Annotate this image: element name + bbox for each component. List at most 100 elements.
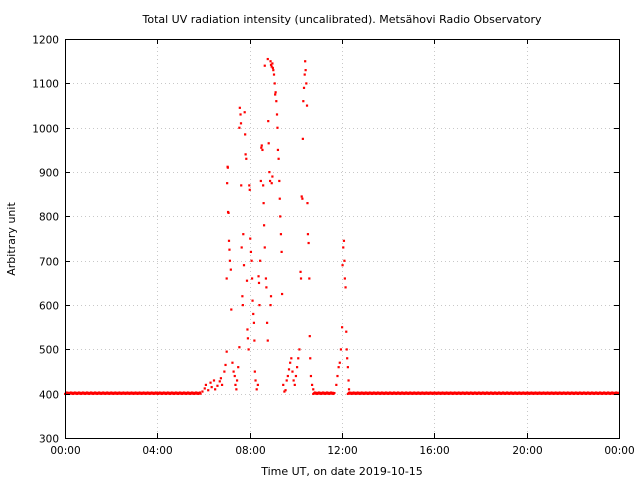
data-point	[388, 391, 391, 394]
data-point	[421, 391, 424, 394]
data-point	[235, 379, 239, 382]
data-point	[220, 383, 224, 386]
data-point	[254, 379, 257, 382]
data-point	[360, 391, 363, 394]
data-point	[519, 391, 522, 394]
data-point	[582, 391, 585, 394]
data-point	[94, 391, 97, 394]
data-point	[249, 237, 252, 240]
data-point	[271, 62, 274, 65]
data-point	[429, 391, 432, 394]
data-point	[234, 383, 237, 386]
data-point	[168, 391, 171, 394]
data-point	[491, 391, 494, 394]
data-point	[554, 391, 557, 394]
x-tick-label: 08:00	[235, 445, 265, 457]
data-point	[414, 391, 417, 394]
data-point	[473, 391, 476, 394]
data-point	[106, 391, 109, 394]
data-point	[374, 391, 377, 394]
data-point	[270, 65, 273, 68]
data-point	[284, 389, 287, 392]
data-point	[238, 126, 241, 129]
data-point	[276, 126, 279, 129]
data-point	[241, 304, 244, 307]
data-point	[218, 380, 221, 383]
x-axis-ticks: 00:00 04:00 08:00 12:00 16:00 20:00 00:00	[50, 39, 635, 457]
data-point	[506, 391, 509, 394]
data-point	[204, 383, 208, 386]
data-point	[435, 391, 438, 394]
data-point	[270, 182, 273, 185]
data-point	[562, 391, 565, 394]
data-point	[71, 391, 74, 394]
data-point	[258, 304, 261, 307]
data-point	[345, 330, 348, 333]
data-point	[269, 63, 273, 66]
data-point	[339, 348, 343, 351]
data-point	[390, 391, 393, 394]
data-point	[210, 386, 213, 389]
data-point	[356, 391, 359, 394]
data-point	[376, 391, 379, 394]
data-point	[578, 391, 581, 394]
data-point	[224, 363, 227, 367]
data-point	[495, 391, 498, 394]
data-point	[278, 197, 281, 200]
data-point	[77, 391, 80, 394]
data-point	[503, 391, 506, 394]
data-point	[556, 391, 559, 394]
data-point	[199, 392, 202, 395]
data-point	[73, 391, 76, 394]
data-point	[89, 391, 92, 394]
data-point	[115, 391, 118, 394]
data-point	[518, 391, 521, 394]
data-point	[604, 391, 607, 394]
data-point	[216, 384, 219, 387]
data-point	[226, 166, 229, 169]
data-point	[282, 383, 285, 386]
y-tick-label: 1000	[32, 124, 59, 136]
data-point	[252, 312, 255, 316]
data-point	[301, 137, 304, 140]
data-point	[592, 391, 595, 394]
data-point	[272, 73, 276, 76]
data-point	[242, 264, 246, 267]
data-point	[182, 391, 185, 394]
data-point	[140, 391, 143, 394]
data-point	[119, 391, 122, 394]
data-point	[350, 391, 353, 394]
data-point	[406, 391, 409, 394]
data-point	[598, 391, 601, 394]
data-point	[534, 391, 537, 394]
data-point	[128, 391, 131, 394]
data-point	[481, 391, 484, 394]
data-point	[158, 391, 161, 394]
data-point	[259, 259, 262, 262]
data-point	[588, 391, 591, 394]
data-point	[558, 391, 561, 394]
data-point	[118, 391, 121, 394]
data-point	[144, 391, 147, 394]
data-point	[166, 391, 169, 394]
data-point	[304, 69, 307, 72]
data-point	[81, 391, 84, 394]
data-point	[69, 391, 72, 394]
data-point	[370, 391, 373, 394]
data-point	[235, 388, 238, 391]
data-point	[287, 368, 291, 371]
data-point	[304, 60, 307, 63]
data-point	[269, 295, 273, 298]
data-point	[499, 391, 502, 394]
data-point	[307, 241, 310, 245]
data-point	[461, 391, 464, 394]
data-point	[290, 357, 293, 360]
data-point	[401, 391, 404, 394]
data-point	[227, 239, 231, 242]
data-point	[126, 391, 129, 394]
y-tick-label: 1100	[32, 79, 59, 91]
data-point	[266, 339, 269, 342]
data-point	[142, 391, 145, 394]
data-point	[325, 391, 328, 394]
data-point	[607, 391, 610, 394]
